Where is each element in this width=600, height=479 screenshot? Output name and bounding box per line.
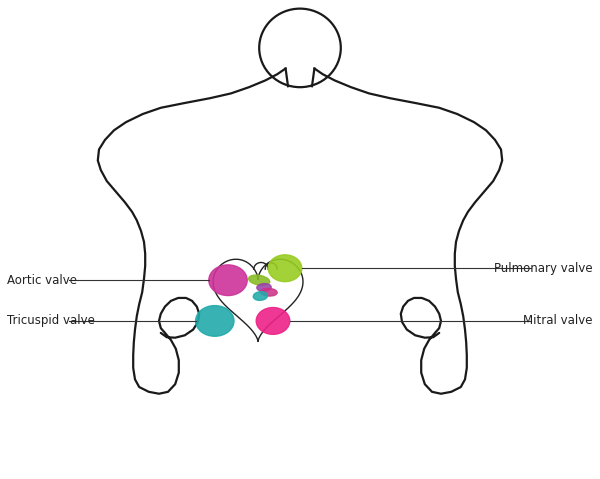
Text: Aortic valve: Aortic valve bbox=[7, 274, 77, 287]
Text: Mitral valve: Mitral valve bbox=[523, 314, 593, 328]
Text: Tricuspid valve: Tricuspid valve bbox=[7, 314, 95, 328]
Ellipse shape bbox=[260, 288, 277, 296]
Circle shape bbox=[196, 306, 234, 336]
Ellipse shape bbox=[257, 284, 271, 291]
Ellipse shape bbox=[248, 275, 270, 285]
Circle shape bbox=[268, 255, 302, 282]
Ellipse shape bbox=[253, 292, 268, 300]
Circle shape bbox=[209, 265, 247, 296]
Circle shape bbox=[256, 308, 290, 334]
Text: Pulmonary valve: Pulmonary valve bbox=[494, 262, 593, 275]
Polygon shape bbox=[213, 259, 303, 342]
